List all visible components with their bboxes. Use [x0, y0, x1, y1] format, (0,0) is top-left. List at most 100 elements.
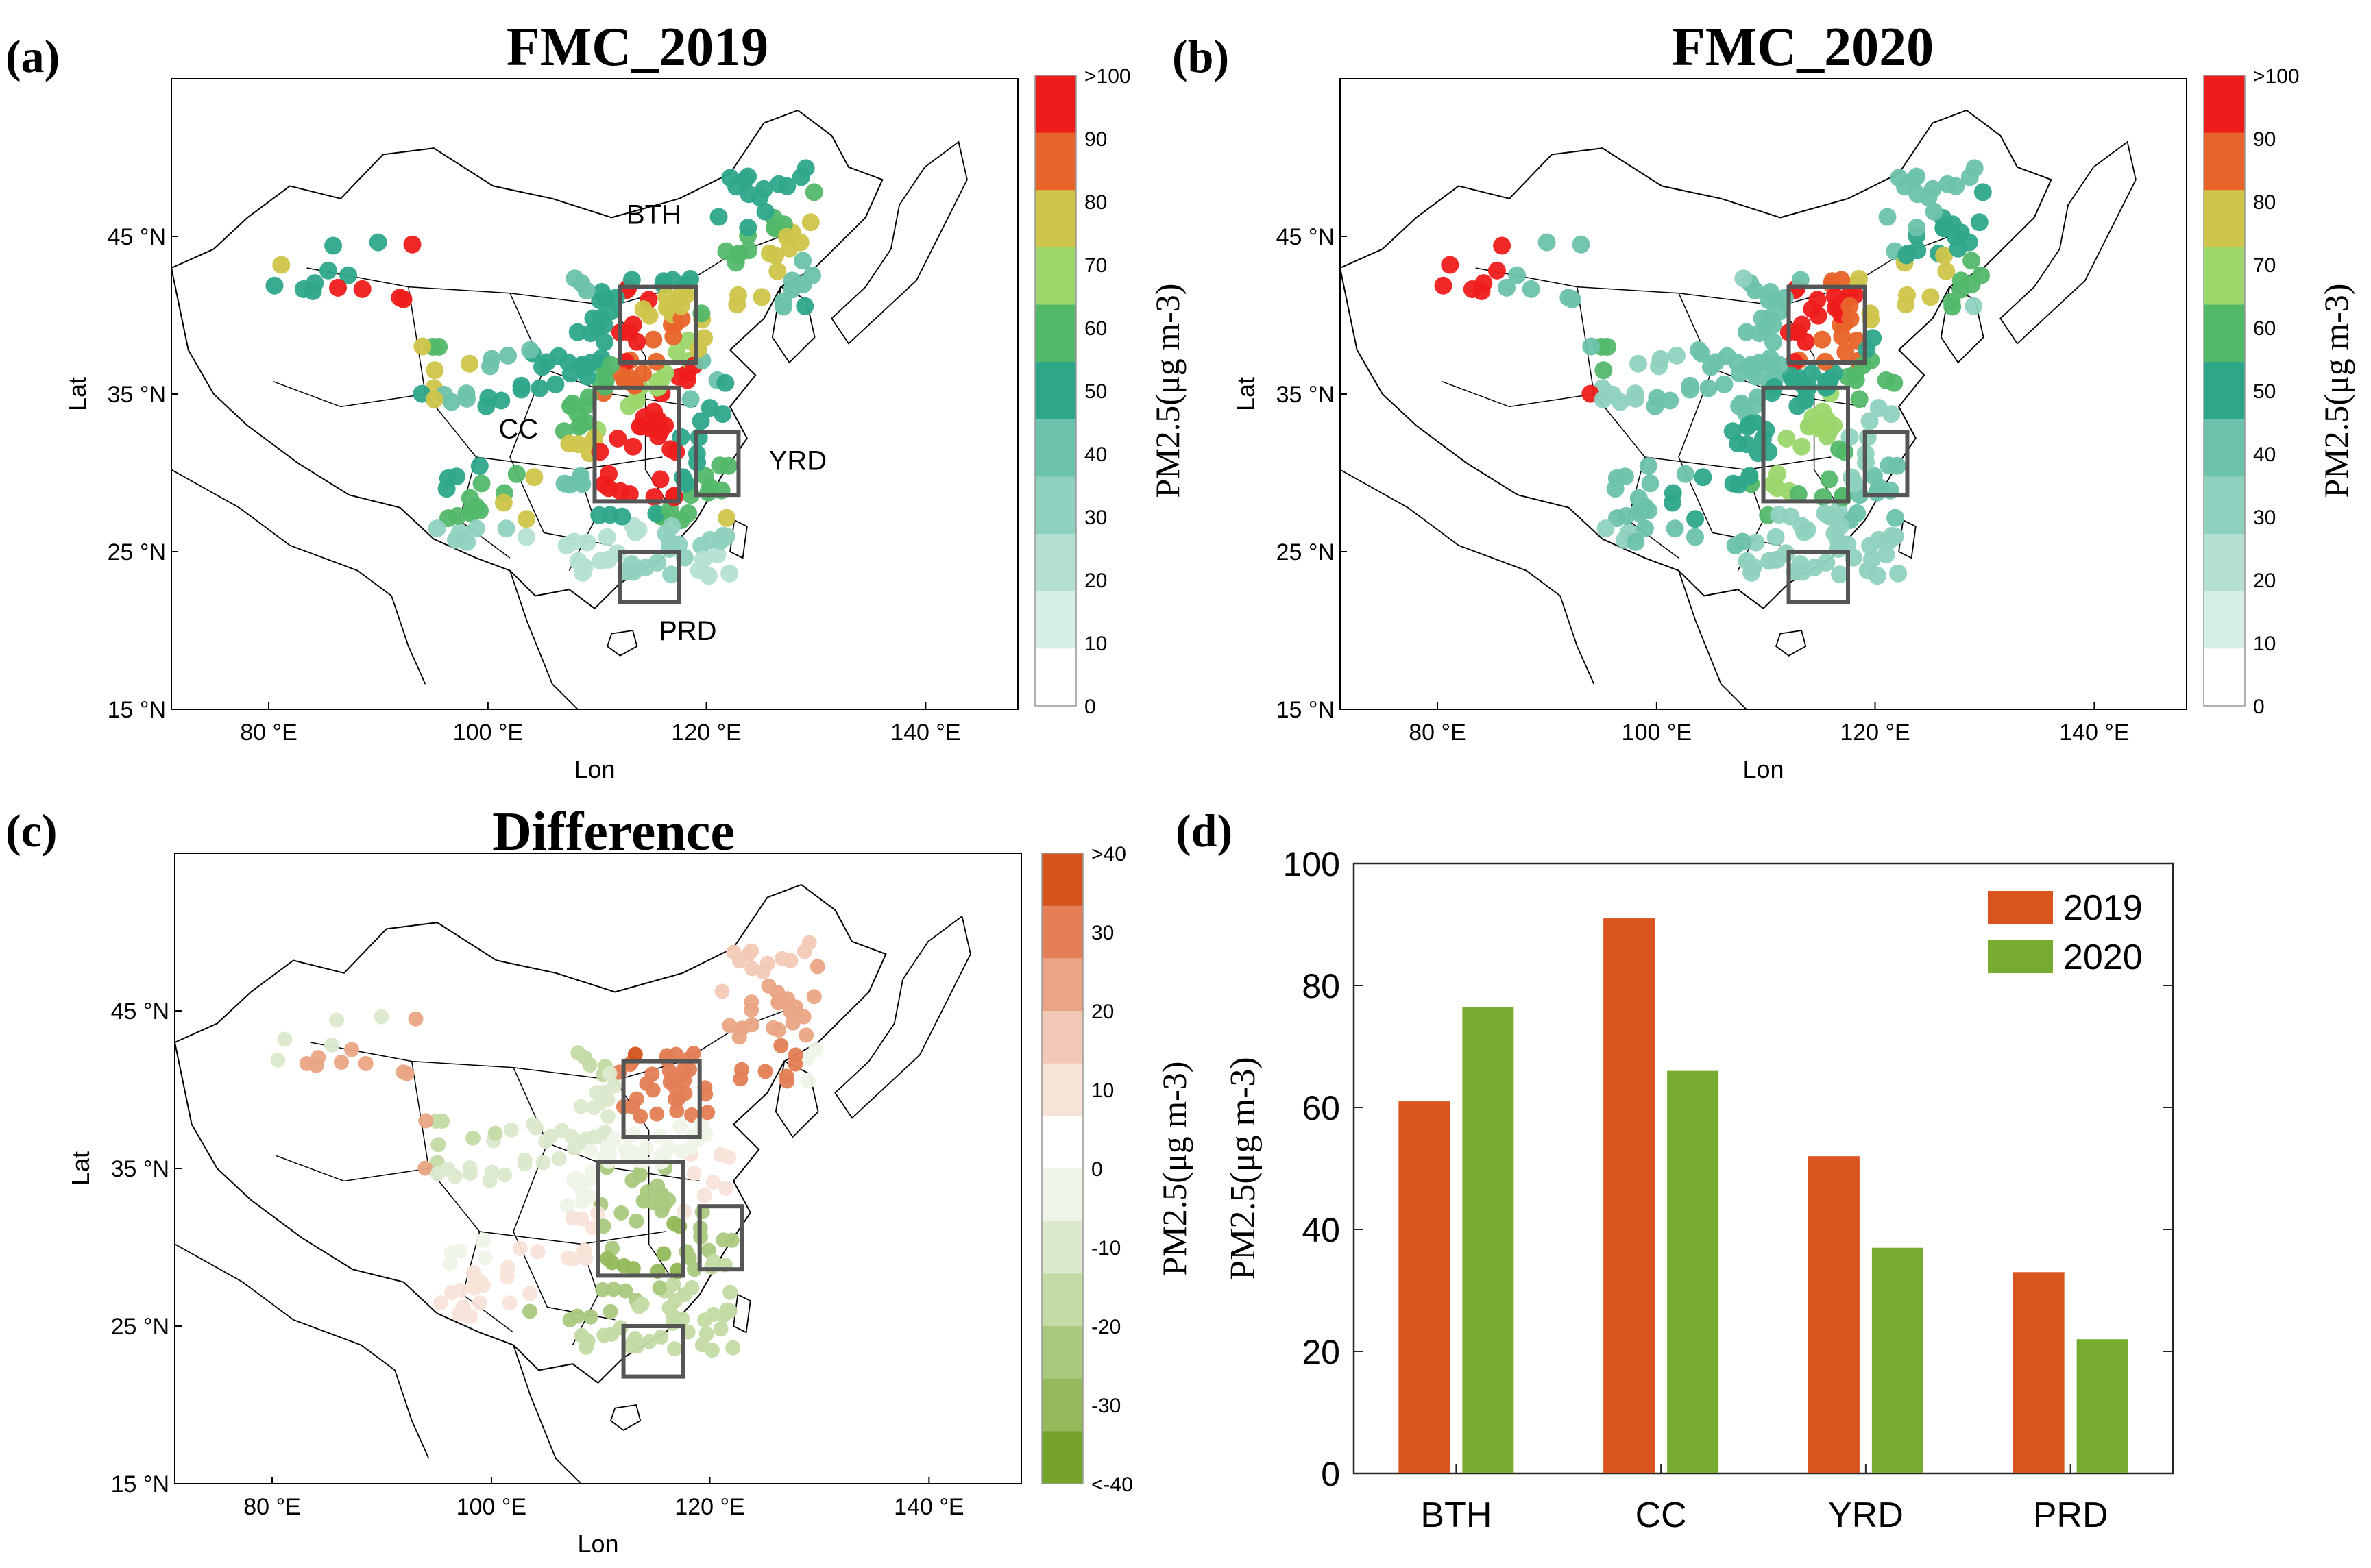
station-marker: [714, 983, 730, 999]
station-marker: [634, 365, 652, 382]
colorbar-segment: [1035, 362, 1076, 420]
station-marker: [576, 1242, 592, 1258]
colorbar-tick-label: 20: [2253, 569, 2276, 592]
station-marker: [1792, 315, 1811, 334]
country-boundary: [170, 109, 884, 610]
station-marker: [701, 478, 719, 496]
station-marker: [1946, 228, 1965, 246]
colorbar-tick-label: 0: [1091, 1158, 1103, 1181]
lat-tick-label: 45 °N: [108, 224, 166, 250]
station-marker: [761, 978, 777, 994]
station-marker: [1825, 287, 1844, 306]
lat-tick-label: 15 °N: [111, 1471, 169, 1497]
station-marker: [627, 523, 645, 541]
colorbar-segment: [1035, 75, 1076, 134]
colorbar-tick-label: 20: [1084, 569, 1107, 592]
station-marker: [722, 1018, 738, 1033]
station-marker: [272, 256, 291, 274]
station-marker: [353, 280, 372, 298]
station-marker: [497, 519, 515, 538]
colorbar-tick-label: 60: [1084, 317, 1107, 340]
colorbar-unit-label: PM2.5(μg m-3): [1148, 284, 1187, 498]
station-marker: [1766, 528, 1785, 546]
region-label-cc: CC: [498, 414, 538, 444]
station-marker: [1715, 375, 1734, 393]
station-marker: [1840, 297, 1859, 315]
station-marker: [801, 213, 820, 232]
lat-tick-label: 45 °N: [111, 999, 169, 1025]
region-box-prd: [1786, 550, 1851, 604]
station-marker: [535, 1155, 551, 1171]
station-marker: [690, 561, 708, 580]
station-marker: [512, 380, 531, 399]
colorbar-segment: [2204, 534, 2245, 592]
station-marker: [1820, 422, 1838, 441]
panel-d-label: (d): [1176, 805, 1232, 857]
lon-tick-label: 100 °E: [1622, 720, 1692, 746]
station-marker: [666, 1309, 681, 1324]
station-marker: [324, 1037, 339, 1053]
station-marker: [1463, 280, 1481, 298]
province-boundary: [276, 1155, 429, 1182]
panel-a-label: (a): [5, 30, 60, 82]
panel-b-label: (b): [1172, 30, 1229, 82]
station-marker: [719, 1302, 735, 1318]
colorbar-frame: [2203, 75, 2246, 707]
region-label-yrd: YRD: [769, 445, 827, 476]
colorbar-segment: [1035, 476, 1076, 535]
station-marker: [796, 1009, 812, 1025]
station-marker: [684, 1279, 700, 1295]
station-marker: [1738, 552, 1756, 570]
station-marker: [1897, 295, 1915, 314]
station-marker: [672, 310, 691, 328]
coastline: [513, 1345, 582, 1484]
coastline: [771, 286, 816, 364]
region-box-prd: [618, 550, 681, 604]
station-marker: [661, 1140, 677, 1155]
station-marker: [430, 1166, 446, 1181]
station-marker: [487, 1125, 503, 1141]
station-marker: [579, 1339, 594, 1355]
bar-2020-prd: [2076, 1339, 2128, 1473]
station-marker: [1777, 429, 1796, 448]
coastline: [606, 629, 638, 657]
colorbar-frame: [1041, 853, 1084, 1484]
station-marker: [582, 1057, 598, 1073]
station-marker: [1734, 269, 1753, 288]
station-marker: [606, 1282, 622, 1297]
colorbar-tick-label: 0: [2253, 696, 2265, 718]
station-marker: [718, 1181, 734, 1197]
colorbar-segment: [2204, 190, 2245, 248]
station-marker: [721, 1149, 737, 1165]
legend-swatch-2020: [1988, 940, 2053, 973]
station-marker: [657, 287, 675, 306]
station-marker: [1880, 456, 1898, 475]
region-box-bth: [1786, 284, 1867, 365]
station-marker: [433, 1295, 448, 1311]
panel-a-title: FMC_2019: [507, 17, 768, 77]
station-marker: [666, 1216, 682, 1232]
station-marker: [1885, 373, 1904, 392]
y-axis-label: Lat: [63, 377, 91, 411]
station-marker: [518, 510, 536, 528]
station-marker: [559, 353, 577, 371]
station-marker: [430, 1137, 446, 1153]
station-marker: [725, 1340, 741, 1356]
station-marker: [573, 1099, 589, 1114]
x-axis-label: Lon: [1742, 755, 1784, 783]
station-marker: [799, 1027, 814, 1043]
station-marker: [1764, 333, 1782, 352]
station-marker: [666, 1277, 681, 1292]
station-marker: [447, 467, 465, 486]
station-marker: [797, 159, 815, 177]
coastline: [1999, 140, 2137, 345]
station-marker: [391, 289, 409, 307]
station-marker: [1648, 389, 1666, 407]
station-marker: [1751, 354, 1769, 372]
station-marker: [1869, 399, 1888, 417]
region-box-yrd: [697, 1204, 744, 1272]
colorbar-tick-label: 60: [2253, 317, 2276, 340]
station-marker: [694, 1337, 710, 1353]
lon-tick-label: 140 °E: [890, 720, 960, 746]
station-marker: [522, 1286, 538, 1301]
